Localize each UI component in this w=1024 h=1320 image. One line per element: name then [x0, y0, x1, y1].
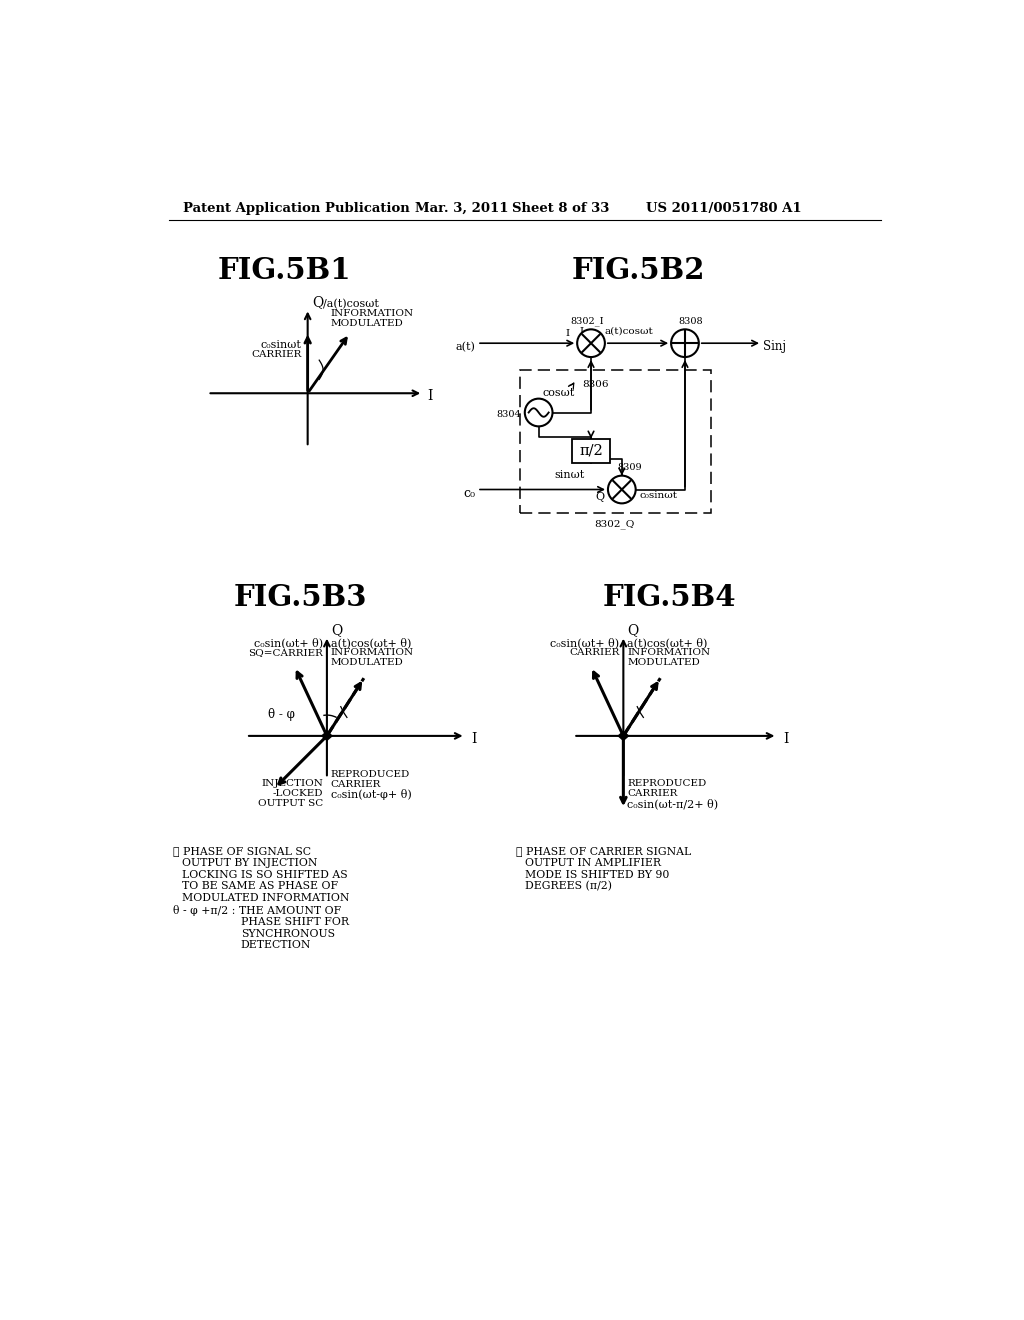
Circle shape: [608, 475, 636, 503]
Text: Q: Q: [331, 623, 342, 636]
Text: CARRIER: CARRIER: [251, 350, 301, 359]
Text: DETECTION: DETECTION: [241, 940, 311, 950]
Text: MODULATED INFORMATION: MODULATED INFORMATION: [182, 892, 349, 903]
Text: OUTPUT IN AMPLIFIER: OUTPUT IN AMPLIFIER: [524, 858, 660, 869]
Text: MODULATED: MODULATED: [628, 659, 700, 667]
Text: a(t)cos(ωt+ θ): a(t)cos(ωt+ θ): [331, 638, 411, 648]
Text: c₀: c₀: [464, 487, 475, 500]
Text: SQ=CARRIER: SQ=CARRIER: [248, 648, 323, 657]
Text: Sheet 8 of 33: Sheet 8 of 33: [512, 202, 610, 215]
Text: 8304: 8304: [497, 409, 521, 418]
Circle shape: [578, 330, 605, 358]
Text: Q: Q: [628, 623, 638, 636]
Text: Sinj: Sinj: [764, 339, 786, 352]
Text: PHASE SHIFT FOR: PHASE SHIFT FOR: [241, 917, 348, 927]
Text: MODULATED: MODULATED: [331, 659, 403, 667]
Text: c₀sin(ωt+ θ): c₀sin(ωt+ θ): [550, 638, 620, 648]
Text: CARRIER: CARRIER: [331, 780, 381, 789]
Text: c₀sin(ωt+ θ): c₀sin(ωt+ θ): [254, 638, 323, 648]
Text: Q: Q: [595, 492, 604, 502]
Text: I: I: [472, 733, 477, 746]
Text: OUTPUT SC: OUTPUT SC: [258, 799, 323, 808]
Text: c₀sinωt: c₀sinωt: [261, 339, 301, 350]
Text: INFORMATION: INFORMATION: [628, 648, 711, 657]
Text: a(t)cosωt: a(t)cosωt: [605, 326, 653, 335]
Text: ※ PHASE OF CARRIER SIGNAL: ※ PHASE OF CARRIER SIGNAL: [515, 846, 691, 857]
Text: SYNCHRONOUS: SYNCHRONOUS: [241, 929, 335, 939]
Text: c₀sinωt: c₀sinωt: [640, 491, 678, 500]
Text: θ - φ: θ - φ: [267, 708, 295, 721]
Text: FIG.5B3: FIG.5B3: [233, 583, 367, 611]
Text: FIG.5B1: FIG.5B1: [218, 256, 351, 285]
Polygon shape: [321, 730, 333, 742]
Text: DEGREES (π/2): DEGREES (π/2): [524, 880, 611, 891]
Text: ※ PHASE OF SIGNAL SC: ※ PHASE OF SIGNAL SC: [173, 846, 311, 857]
Text: a(t): a(t): [456, 342, 475, 352]
Circle shape: [671, 330, 698, 358]
Polygon shape: [617, 730, 630, 742]
Text: c₀sin(ωt-φ+ θ): c₀sin(ωt-φ+ θ): [331, 789, 412, 800]
Text: Patent Application Publication: Patent Application Publication: [183, 202, 410, 215]
Text: 8309: 8309: [617, 463, 642, 473]
Text: REPRODUCED: REPRODUCED: [331, 770, 410, 779]
Text: sinωt: sinωt: [555, 470, 585, 480]
Text: CARRIER: CARRIER: [628, 789, 678, 799]
Text: cosωt: cosωt: [543, 388, 574, 399]
Text: 8302_I: 8302_I: [570, 317, 604, 326]
Text: US 2011/0051780 A1: US 2011/0051780 A1: [646, 202, 802, 215]
Text: I: I: [566, 329, 570, 338]
Text: /a(t)cosωt: /a(t)cosωt: [323, 298, 379, 309]
Text: Q: Q: [312, 296, 324, 309]
Text: θ - φ +π/2 : THE AMOUNT OF: θ - φ +π/2 : THE AMOUNT OF: [173, 906, 341, 916]
Text: FIG.5B4: FIG.5B4: [603, 583, 736, 611]
Text: INFORMATION: INFORMATION: [331, 309, 414, 318]
Text: a(t)cos(ωt+ θ): a(t)cos(ωt+ θ): [628, 638, 708, 648]
Text: Mar. 3, 2011: Mar. 3, 2011: [416, 202, 509, 215]
Text: 8302_Q: 8302_Q: [594, 519, 634, 529]
Text: REPRODUCED: REPRODUCED: [628, 779, 707, 788]
Text: -LOCKED: -LOCKED: [272, 789, 323, 799]
Text: I: I: [783, 733, 788, 746]
Circle shape: [525, 399, 553, 426]
Text: MODULATED: MODULATED: [331, 319, 403, 329]
Text: I: I: [580, 327, 584, 337]
Text: TO BE SAME AS PHASE OF: TO BE SAME AS PHASE OF: [182, 880, 338, 891]
Bar: [571, 438, 610, 463]
Text: π/2: π/2: [580, 444, 603, 458]
Text: OUTPUT BY INJECTION: OUTPUT BY INJECTION: [182, 858, 317, 869]
Text: 8308: 8308: [679, 317, 703, 326]
Text: I: I: [428, 389, 433, 404]
Text: CARRIER: CARRIER: [569, 648, 620, 657]
Text: INFORMATION: INFORMATION: [331, 648, 414, 657]
Bar: [520, 370, 711, 512]
Text: INJECTION: INJECTION: [261, 779, 323, 788]
Text: LOCKING IS SO SHIFTED AS: LOCKING IS SO SHIFTED AS: [182, 870, 348, 879]
Text: FIG.5B2: FIG.5B2: [572, 256, 706, 285]
Text: c₀sin(ωt-π/2+ θ): c₀sin(ωt-π/2+ θ): [628, 799, 718, 809]
Text: 8306: 8306: [582, 380, 608, 388]
Text: MODE IS SHIFTED BY 90: MODE IS SHIFTED BY 90: [524, 870, 669, 879]
